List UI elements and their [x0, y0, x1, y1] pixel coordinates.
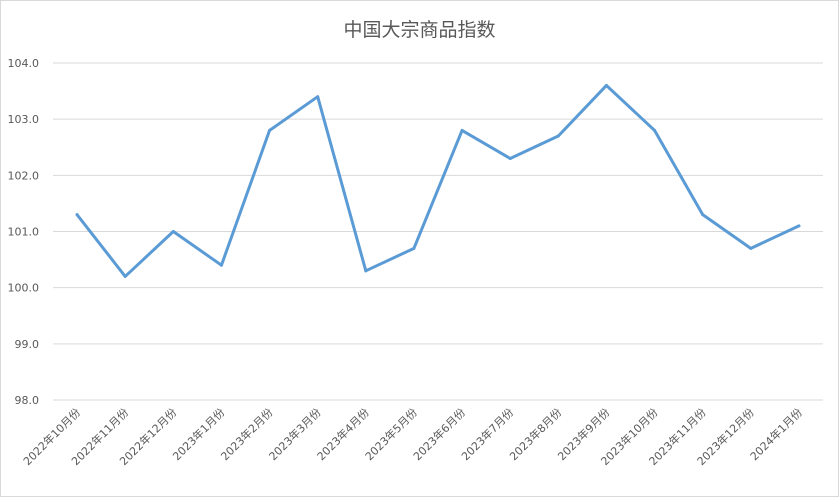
- data-point: [653, 128, 657, 132]
- data-point: [412, 246, 416, 250]
- y-tick-label: 100.0: [8, 282, 40, 295]
- series-line: [75, 83, 801, 278]
- data-point: [797, 224, 801, 228]
- data-point: [508, 156, 512, 160]
- y-tick-label: 98.0: [15, 394, 40, 407]
- chart-title: 中国大宗商品指数: [343, 19, 496, 41]
- y-tick-label: 101.0: [8, 226, 40, 239]
- y-tick-label: 103.0: [8, 113, 40, 126]
- data-point: [556, 134, 560, 138]
- data-point: [460, 128, 464, 132]
- data-point: [364, 269, 368, 273]
- data-point: [316, 95, 320, 99]
- data-point: [123, 274, 127, 278]
- data-point: [604, 83, 608, 87]
- data-point: [701, 213, 705, 217]
- data-point: [749, 246, 753, 250]
- y-tick-label: 104.0: [8, 57, 40, 70]
- data-point: [268, 128, 272, 132]
- y-tick-label: 102.0: [8, 169, 40, 182]
- y-tick-label: 99.0: [15, 338, 40, 351]
- x-tick-label: 2024年1月份: [747, 405, 805, 463]
- data-point: [219, 263, 223, 267]
- data-point: [171, 230, 175, 233]
- data-point: [75, 213, 79, 217]
